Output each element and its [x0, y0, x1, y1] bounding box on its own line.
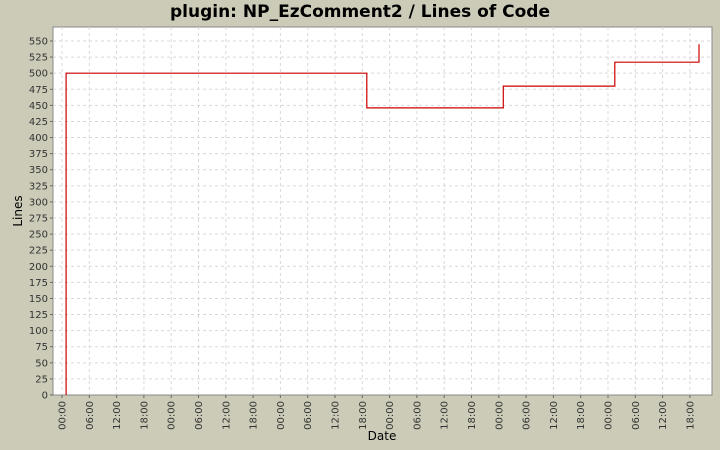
- x-tick-label: 00:00: [167, 401, 178, 430]
- x-tick-label: 06:00: [85, 401, 96, 430]
- y-tick-label: 525: [29, 53, 48, 64]
- y-tick-label: 150: [29, 294, 48, 305]
- x-tick-label: 12:00: [221, 401, 232, 430]
- y-axis-label: Lines: [11, 195, 25, 226]
- x-tick-label: 12:00: [331, 401, 342, 430]
- y-tick-label: 275: [29, 214, 48, 225]
- x-tick-label: 00:00: [58, 401, 69, 430]
- y-tick-label: 50: [35, 358, 48, 369]
- x-tick-label: 12:00: [658, 401, 669, 430]
- x-tick-label: 06:00: [303, 401, 314, 430]
- y-tick-label: 75: [35, 342, 48, 353]
- x-tick-label: 12:00: [112, 401, 123, 430]
- x-tick-label: 12:00: [440, 401, 451, 430]
- x-tick-label: 00:00: [276, 401, 287, 430]
- x-tick-label: 18:00: [358, 401, 369, 430]
- y-tick-label: 500: [29, 69, 48, 80]
- y-tick-label: 225: [29, 246, 48, 257]
- x-tick-label: 18:00: [139, 401, 150, 430]
- x-gridlines: [61, 27, 691, 395]
- chart-title: plugin: NP_EzComment2 / Lines of Code: [169, 2, 550, 22]
- y-tick-label: 300: [29, 197, 48, 208]
- y-tick-label: 350: [29, 165, 48, 176]
- x-tick-label: 00:00: [494, 401, 505, 430]
- y-tick-label: 425: [29, 117, 48, 128]
- y-tick-label: 475: [29, 85, 48, 96]
- y-tick-label: 100: [29, 326, 48, 337]
- y-tick-label: 0: [42, 391, 48, 402]
- x-tick-label: 18:00: [249, 401, 260, 430]
- y-axis-ticks: 0 25 50 75 100 125 150 175 200 225 250 275 300 325 350…: [29, 37, 53, 402]
- x-tick-label: 00:00: [385, 401, 396, 430]
- y-gridlines: [53, 40, 712, 380]
- x-tick-label: 18:00: [685, 401, 696, 430]
- y-tick-label: 200: [29, 262, 48, 273]
- x-axis-label: Date: [368, 429, 397, 443]
- y-tick-label: 125: [29, 310, 48, 321]
- x-tick-label: 06:00: [522, 401, 533, 430]
- x-tick-label: 06:00: [194, 401, 205, 430]
- y-tick-label: 250: [29, 230, 48, 241]
- x-tick-label: 18:00: [576, 401, 587, 430]
- plot-area: [52, 26, 713, 396]
- y-tick-label: 25: [35, 374, 48, 385]
- x-tick-label: 12:00: [549, 401, 560, 430]
- x-tick-label: 06:00: [412, 401, 423, 430]
- y-tick-label: 450: [29, 101, 48, 112]
- x-axis-ticks: 00:00 06:00 12:00 18:00 00:00 06:00 12:00 18:00…: [58, 395, 696, 430]
- y-tick-label: 550: [29, 37, 48, 48]
- y-tick-label: 325: [29, 181, 48, 192]
- y-tick-label: 375: [29, 149, 48, 160]
- y-tick-label: 175: [29, 278, 48, 289]
- x-tick-label: 18:00: [467, 401, 478, 430]
- lines-of-code-series: [65, 44, 700, 395]
- x-tick-label: 06:00: [631, 401, 642, 430]
- x-tick-label: 00:00: [604, 401, 615, 430]
- y-tick-label: 400: [29, 133, 48, 144]
